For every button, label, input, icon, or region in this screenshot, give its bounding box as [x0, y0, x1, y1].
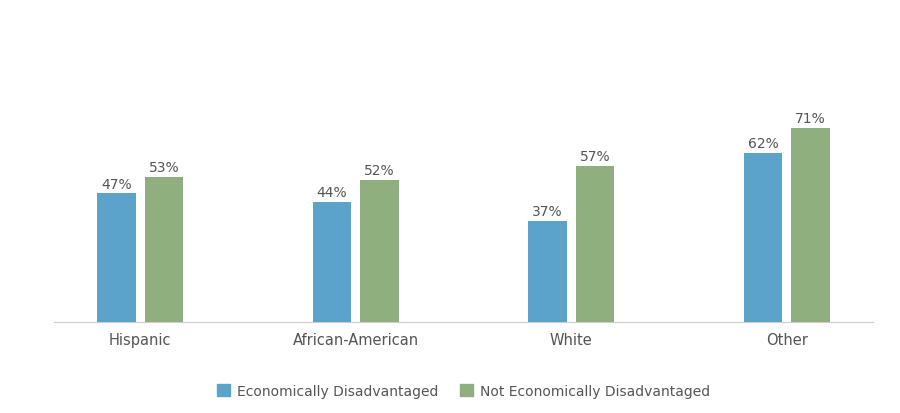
- Bar: [743, 153, 782, 322]
- Text: 57%: 57%: [580, 150, 610, 164]
- Bar: [791, 128, 830, 322]
- Bar: [576, 167, 615, 322]
- Text: 44%: 44%: [317, 185, 347, 199]
- Text: 53%: 53%: [148, 161, 179, 175]
- Bar: [312, 202, 351, 322]
- Text: 62%: 62%: [748, 136, 778, 150]
- Bar: [145, 178, 184, 322]
- Text: 47%: 47%: [101, 177, 131, 191]
- Bar: [360, 180, 399, 322]
- Bar: [97, 194, 136, 322]
- Text: 37%: 37%: [532, 204, 562, 218]
- Legend: Economically Disadvantaged, Not Economically Disadvantaged: Economically Disadvantaged, Not Economic…: [211, 378, 716, 403]
- Text: 52%: 52%: [364, 164, 395, 178]
- Text: 71%: 71%: [795, 112, 826, 126]
- Bar: [528, 221, 567, 322]
